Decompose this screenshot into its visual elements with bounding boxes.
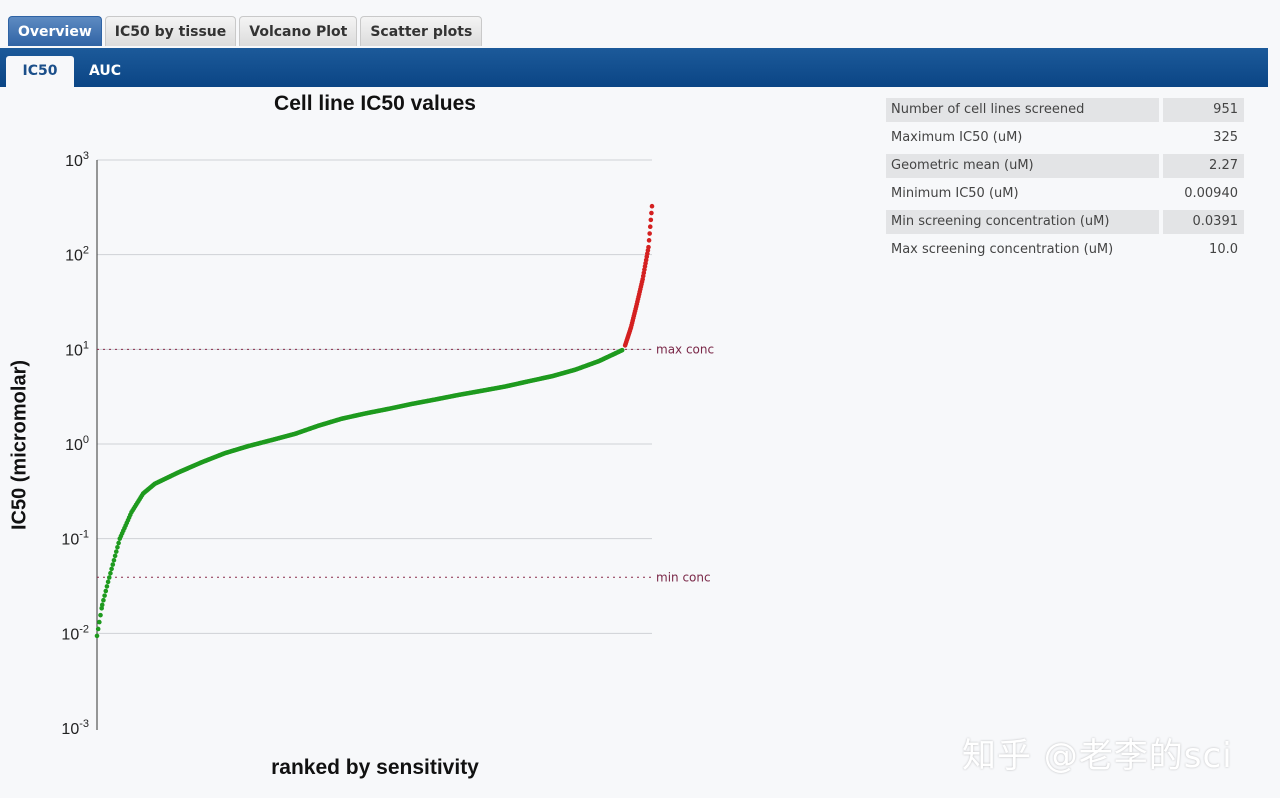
stat-row-max-screening-conc: Max screening concentration (uM) 10.0 xyxy=(886,236,1244,264)
stat-label: Min screening concentration (uM) xyxy=(886,210,1159,234)
data-point xyxy=(113,549,119,554)
stat-label: Maximum IC50 (uM) xyxy=(891,130,1023,145)
subtab-auc[interactable]: AUC xyxy=(89,63,122,79)
data-point xyxy=(647,224,653,229)
stat-row-geometric-mean: Geometric mean (uM) 2.27 xyxy=(886,152,1244,180)
stat-row-max-ic50: Maximum IC50 (uM) 325 xyxy=(886,124,1244,152)
data-point xyxy=(105,579,111,585)
stats-table: Number of cell lines screened 951 Maximu… xyxy=(886,96,1244,264)
reference-line-label: min conc xyxy=(656,570,711,584)
y-tick-label: 10-2 xyxy=(61,623,89,643)
tab-volcano-plot[interactable]: Volcano Plot xyxy=(239,16,358,46)
data-point xyxy=(97,619,102,625)
data-point xyxy=(116,540,121,546)
data-point xyxy=(102,593,107,598)
top-tab-bar: Overview IC50 by tissue Volcano Plot Sca… xyxy=(8,16,483,46)
data-point xyxy=(647,231,652,236)
y-tick-label: 100 xyxy=(65,434,89,454)
stat-value: 0.0391 xyxy=(1163,210,1244,234)
tab-scatter-plots[interactable]: Scatter plots xyxy=(360,16,483,46)
data-point xyxy=(103,588,109,594)
data-point xyxy=(649,203,655,209)
data-point xyxy=(106,575,112,580)
sub-tab-bar: IC50 AUC xyxy=(0,48,1268,87)
data-point xyxy=(619,347,625,353)
ic50-chart: 10-3 10-2 10-1 100 101 102 103 max conc min conc xyxy=(61,150,714,738)
x-axis-title: ranked by sensitivity xyxy=(271,756,479,779)
stat-value: 0.00940 xyxy=(1184,186,1238,201)
data-point xyxy=(94,633,100,639)
stat-row-min-screening-conc: Min screening concentration (uM) 0.0391 xyxy=(886,208,1244,236)
y-tick-label: 103 xyxy=(65,150,89,170)
y-tick-label: 10-3 xyxy=(61,718,89,738)
data-point xyxy=(108,570,113,576)
subtab-ic50[interactable]: IC50 xyxy=(6,56,74,87)
stat-label: Minimum IC50 (uM) xyxy=(891,186,1019,201)
y-tick-label: 102 xyxy=(65,245,89,265)
tab-ic50-by-tissue[interactable]: IC50 by tissue xyxy=(104,16,237,46)
data-point xyxy=(99,605,104,611)
data-point xyxy=(112,553,118,559)
data-point xyxy=(99,602,105,608)
data-point xyxy=(95,626,101,632)
tab-overview[interactable]: Overview xyxy=(8,16,102,46)
y-tick-label: 101 xyxy=(65,339,89,359)
stat-value: 10.0 xyxy=(1209,242,1238,257)
data-point xyxy=(648,217,654,223)
data-point xyxy=(98,612,103,618)
data-point xyxy=(101,597,106,603)
data-point xyxy=(115,544,120,550)
stat-row-min-ic50: Minimum IC50 (uM) 0.00940 xyxy=(886,180,1244,208)
stat-value: 325 xyxy=(1213,130,1238,145)
stat-value: 2.27 xyxy=(1163,154,1244,178)
data-point xyxy=(649,210,654,216)
data-point xyxy=(109,566,114,572)
stat-row-cell-lines: Number of cell lines screened 951 xyxy=(886,96,1244,124)
stat-label: Max screening concentration (uM) xyxy=(891,242,1114,257)
stat-label: Geometric mean (uM) xyxy=(886,154,1159,178)
stat-value: 951 xyxy=(1163,98,1244,122)
data-point xyxy=(104,584,110,589)
reference-line-label: max conc xyxy=(656,342,714,356)
stat-label: Number of cell lines screened xyxy=(886,98,1159,122)
watermark: 知乎 @老李的sci xyxy=(962,736,1233,776)
chart-title: Cell line IC50 values xyxy=(274,92,476,115)
data-point xyxy=(646,244,651,250)
data-point xyxy=(646,238,652,243)
y-tick-label: 10-1 xyxy=(61,529,89,549)
data-point xyxy=(110,562,116,567)
data-point xyxy=(111,557,117,563)
